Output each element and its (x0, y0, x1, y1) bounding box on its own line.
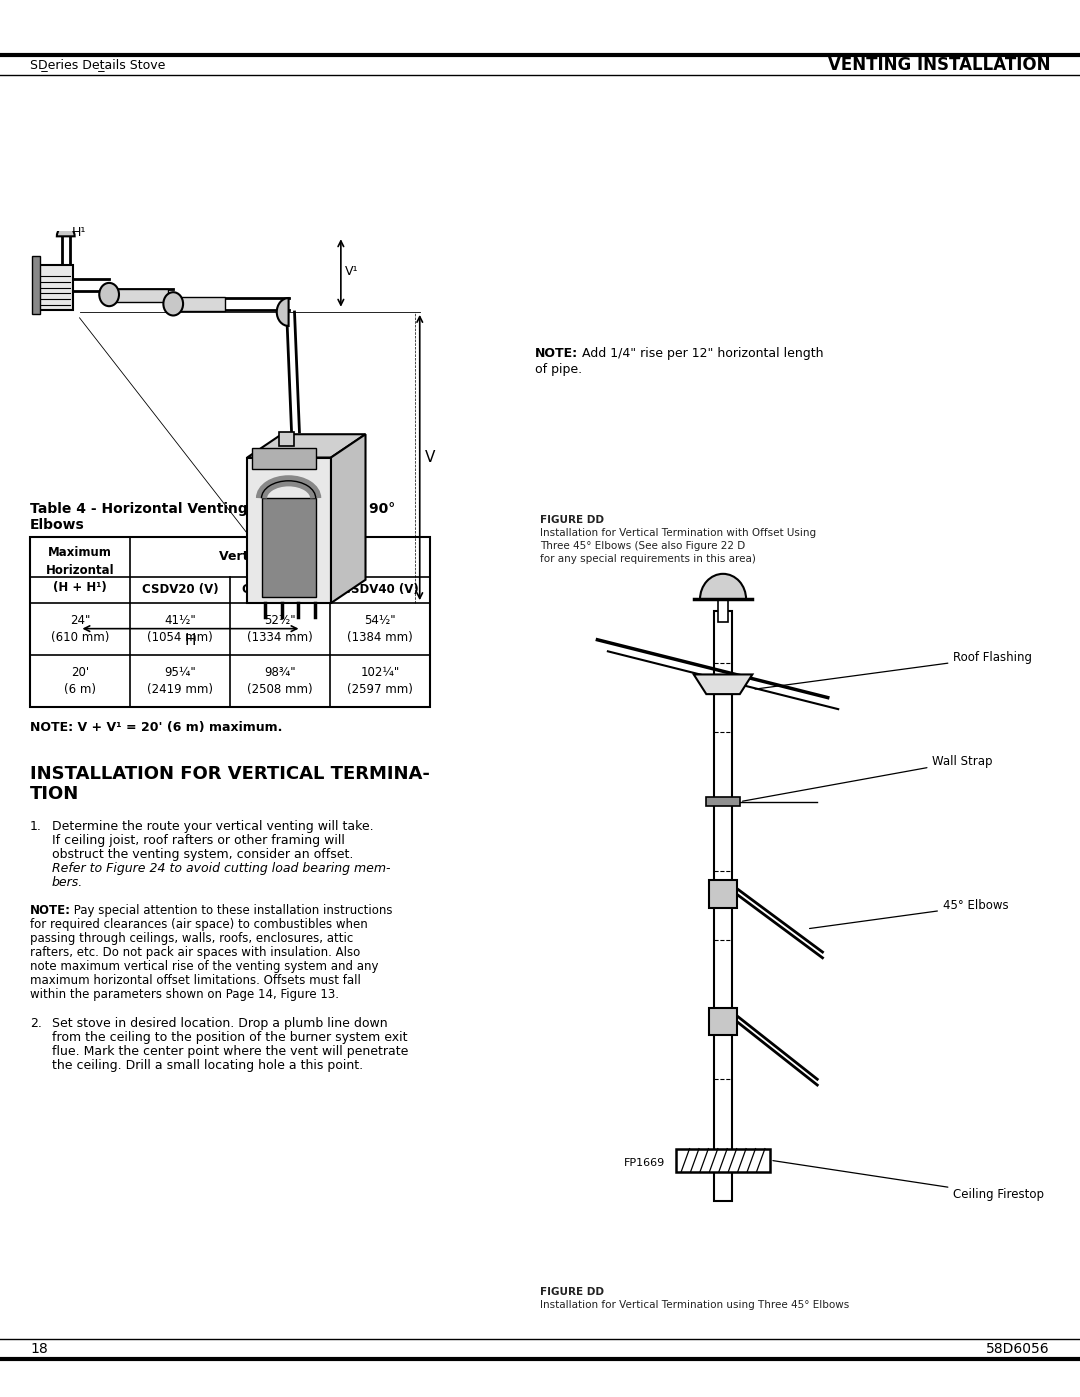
Bar (718, 594, 728, 623)
Text: note maximum vertical rise of the venting system and any: note maximum vertical rise of the ventin… (30, 960, 378, 972)
Text: 98¾"
(2508 mm): 98¾" (2508 mm) (247, 666, 313, 696)
Bar (30, 536, 430, 707)
Polygon shape (247, 458, 330, 604)
Text: NOTE:: NOTE: (535, 346, 578, 360)
Bar (114, 289, 168, 302)
Text: 2.: 2. (30, 1017, 42, 1030)
Text: Determine the route your vertical venting will take.: Determine the route your vertical ventin… (52, 820, 374, 833)
Text: maximum horizontal offset limitations. Offsets must fall: maximum horizontal offset limitations. O… (30, 974, 361, 988)
Text: Installation for Vertical Termination using Three 45° Elbows: Installation for Vertical Termination us… (540, 1301, 849, 1310)
Text: Pay special attention to these installation instructions: Pay special attention to these installat… (70, 904, 392, 916)
Bar (710, 880, 737, 908)
Bar (32, 256, 40, 314)
Text: flue. Mark the center point where the vent will penetrate: flue. Mark the center point where the ve… (52, 1045, 408, 1058)
Text: H: H (185, 633, 195, 648)
Circle shape (163, 292, 184, 316)
Text: V¹: V¹ (345, 265, 359, 278)
Text: VENTING INSTALLATION: VENTING INSTALLATION (827, 56, 1050, 74)
Polygon shape (247, 434, 365, 458)
Text: bers.: bers. (52, 876, 83, 888)
Text: 54½"
(1384 mm): 54½" (1384 mm) (347, 615, 413, 644)
Circle shape (99, 284, 119, 306)
Wedge shape (57, 226, 75, 236)
Wedge shape (276, 298, 288, 326)
Text: Roof Flashing: Roof Flashing (755, 651, 1032, 689)
Bar (714, 610, 732, 1200)
Text: within the parameters shown on Page 14, Figure 13.: within the parameters shown on Page 14, … (30, 988, 339, 1002)
Bar (36, 265, 72, 310)
Text: 58D6056: 58D6056 (986, 1343, 1050, 1356)
Text: 18: 18 (30, 1343, 48, 1356)
Text: FP1669: FP1669 (624, 1158, 665, 1168)
Text: of pipe.: of pipe. (535, 363, 582, 376)
Text: INSTALLATION FOR VERTICAL TERMINA-: INSTALLATION FOR VERTICAL TERMINA- (30, 766, 430, 782)
Text: CSDV40 (V): CSDV40 (V) (341, 584, 418, 597)
Text: Add 1/4" rise per 12" horizontal length: Add 1/4" rise per 12" horizontal length (578, 346, 824, 360)
Bar (710, 1007, 737, 1035)
Text: CSDV20 (V): CSDV20 (V) (141, 584, 218, 597)
Text: NOTE: V + V¹ = 20' (6 m) maximum.: NOTE: V + V¹ = 20' (6 m) maximum. (30, 721, 282, 733)
Text: for any special requirements in this area): for any special requirements in this are… (540, 555, 756, 564)
Text: 45° Elbows: 45° Elbows (810, 900, 1009, 929)
Text: CSDV30 (V): CSDV30 (V) (242, 584, 319, 597)
Text: SD̲eries Det̲ails Stove: SD̲eries Det̲ails Stove (30, 59, 165, 71)
Text: NOTE:: NOTE: (30, 904, 71, 916)
Text: Table 4 - Horizontal Venting with Three (3) 90°: Table 4 - Horizontal Venting with Three … (30, 502, 395, 515)
Bar (252, 448, 316, 469)
Text: Vertical Minimum: Vertical Minimum (219, 550, 341, 563)
Text: If ceiling joist, roof rafters or other framing will: If ceiling joist, roof rafters or other … (52, 834, 345, 847)
Bar (706, 798, 740, 806)
Text: for required clearances (air space) to combustibles when: for required clearances (air space) to c… (30, 918, 368, 930)
Text: the ceiling. Drill a small locating hole a this point.: the ceiling. Drill a small locating hole… (52, 1059, 363, 1071)
Text: 102¼"
(2597 mm): 102¼" (2597 mm) (347, 666, 413, 696)
Text: Maximum
Horizontal
(H + H¹): Maximum Horizontal (H + H¹) (45, 546, 114, 594)
Text: 24"
(610 mm): 24" (610 mm) (51, 615, 109, 644)
Text: Installation for Vertical Termination with Offset Using: Installation for Vertical Termination wi… (540, 528, 816, 538)
Wedge shape (700, 574, 746, 599)
Text: V: V (424, 450, 435, 465)
Text: 20'
(6 m): 20' (6 m) (64, 666, 96, 696)
Bar (676, 1148, 770, 1172)
Polygon shape (693, 675, 753, 694)
Polygon shape (330, 434, 365, 604)
Text: obstruct the venting system, consider an offset.: obstruct the venting system, consider an… (52, 848, 353, 861)
Text: TION: TION (30, 785, 79, 803)
Text: Set stove in desired location. Drop a plumb line down: Set stove in desired location. Drop a pl… (52, 1017, 388, 1030)
Polygon shape (262, 499, 316, 598)
Text: 1.: 1. (30, 820, 42, 833)
Bar (279, 432, 294, 446)
Text: from the ceiling to the position of the burner system exit: from the ceiling to the position of the … (52, 1031, 407, 1044)
Text: Three 45° Elbows (See also Figure 22 D: Three 45° Elbows (See also Figure 22 D (540, 541, 745, 550)
Text: Refer to Figure 24 to avoid cutting load bearing mem-: Refer to Figure 24 to avoid cutting load… (52, 862, 391, 875)
Text: passing through ceilings, walls, roofs, enclosures, attic: passing through ceilings, walls, roofs, … (30, 932, 353, 944)
Text: Elbows: Elbows (30, 518, 84, 532)
Text: rafters, etc. Do not pack air spaces with insulation. Also: rafters, etc. Do not pack air spaces wit… (30, 946, 361, 958)
Text: 41½"
(1054 mm): 41½" (1054 mm) (147, 615, 213, 644)
Text: H¹: H¹ (71, 226, 86, 239)
Text: Wall Strap: Wall Strap (743, 754, 993, 800)
Text: Ceiling Firestop: Ceiling Firestop (773, 1161, 1044, 1201)
Bar (176, 298, 226, 312)
Text: FIGURE DD: FIGURE DD (540, 1287, 604, 1296)
Text: 52½"
(1334 mm): 52½" (1334 mm) (247, 615, 313, 644)
Text: FIGURE DD: FIGURE DD (540, 515, 604, 525)
Text: 95¼"
(2419 mm): 95¼" (2419 mm) (147, 666, 213, 696)
